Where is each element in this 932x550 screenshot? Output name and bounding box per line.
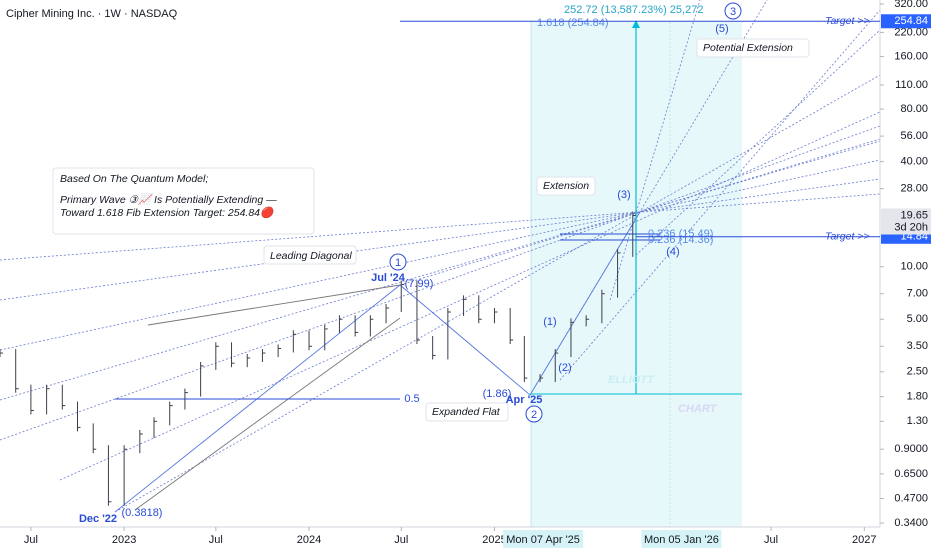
x-tick-label: 2024: [297, 534, 321, 546]
x-marker-box: [641, 530, 722, 548]
current-price-label: 19.65: [900, 209, 928, 221]
x-marker-box: [503, 530, 584, 548]
label: Potential Extension: [703, 42, 793, 54]
countdown: 3d 20h: [894, 221, 928, 233]
label-box: [263, 245, 357, 265]
point-label: (7.99): [405, 278, 434, 290]
fib-label: 1.618 (254.84): [537, 17, 609, 29]
target-price-box: [881, 14, 931, 29]
label-box: [696, 38, 810, 58]
note-line: Based On The Quantum Model;: [60, 173, 208, 185]
fib-fan: [0, 0, 881, 513]
y-tick-label: 1.80: [907, 391, 928, 403]
y-tick-label: 0.6500: [894, 468, 928, 480]
target-text: Target >>: [825, 15, 870, 27]
label-box: [536, 176, 596, 196]
label: Extension: [543, 180, 589, 192]
y-tick-label: 40.00: [900, 156, 928, 168]
wave-circle: [525, 405, 543, 423]
y-tick-label: 220.00: [894, 26, 928, 38]
wave-label: (2): [558, 362, 571, 374]
y-tick-label: 110.00: [895, 79, 928, 91]
wave-label: (3): [617, 189, 630, 201]
point-label: Dec '22: [79, 513, 117, 525]
label: Expanded Flat: [432, 406, 501, 418]
wave-label: (1): [543, 316, 556, 328]
watermark: ELLIOTT: [608, 374, 655, 386]
label: Leading Diagonal: [270, 250, 352, 262]
y-tick-label: 0.3400: [894, 517, 928, 529]
note-line: Toward 1.618 Fib Extension Target: 254.8…: [60, 206, 275, 219]
wave-lines: [114, 20, 742, 513]
point-label: Apr '25: [506, 394, 543, 406]
x-tick-label: 2025: [482, 534, 506, 546]
y-tick-label: 2.50: [907, 366, 928, 378]
x-tick-label: Jul: [394, 534, 408, 546]
x-tick-label: Jul: [209, 534, 223, 546]
y-tick-label: 10.00: [900, 261, 928, 273]
x-tick-label: Jul: [24, 534, 38, 546]
note-box: [52, 167, 315, 235]
y-tick-label: 3.50: [907, 340, 928, 352]
fib-label: 0.5: [404, 393, 419, 405]
y-tick-label: 28.00: [900, 183, 928, 195]
wave-label: 3: [730, 6, 736, 18]
label-box: [425, 402, 509, 422]
target-price-label: 254.84: [894, 15, 928, 27]
wave-circle: [724, 2, 742, 20]
point-label: (1.86): [483, 388, 512, 400]
y-tick-label: 56.00: [900, 130, 928, 142]
x-tick-label: Jul: [764, 534, 778, 546]
wave-label: (5): [715, 23, 728, 35]
chart-title: Cipher Mining Inc. · 1W · NASDAQ: [6, 8, 178, 20]
current-price-box: [881, 208, 931, 235]
wave-label: 2: [531, 409, 537, 421]
y-tick-label: 320.00: [894, 0, 928, 10]
x-marker-label: Mon 05 Jan '26: [644, 534, 719, 546]
point-label: (0.3818): [122, 507, 163, 519]
y-tick-label: 0.4700: [894, 492, 928, 504]
measure-label: 252.72 (13,587.23%) 25,272: [564, 4, 703, 16]
point-label: Jul '24: [371, 272, 406, 284]
x-tick-label: 2023: [112, 534, 136, 546]
watermark: CHART: [678, 403, 718, 415]
wave-label: 1: [395, 257, 401, 269]
wave-circle: [389, 253, 407, 271]
y-tick-label: 1.30: [907, 415, 928, 427]
y-tick-label: 0.9000: [894, 443, 928, 455]
y-tick-label: 5.00: [907, 313, 928, 325]
x-marker-label: Mon 07 Apr '25: [506, 534, 580, 546]
y-tick-label: 80.00: [900, 103, 928, 115]
y-tick-label: 7.00: [907, 288, 928, 300]
y-tick-label: 160.00: [894, 50, 928, 62]
target-text: Target >>: [825, 231, 870, 243]
note-line: Primary Wave ③📈 Is Potentially Extending…: [60, 193, 277, 206]
wave-label: (4): [666, 246, 679, 258]
x-tick-label: 2027: [852, 534, 876, 546]
fib-label: 0.236 (14.36): [648, 234, 713, 246]
